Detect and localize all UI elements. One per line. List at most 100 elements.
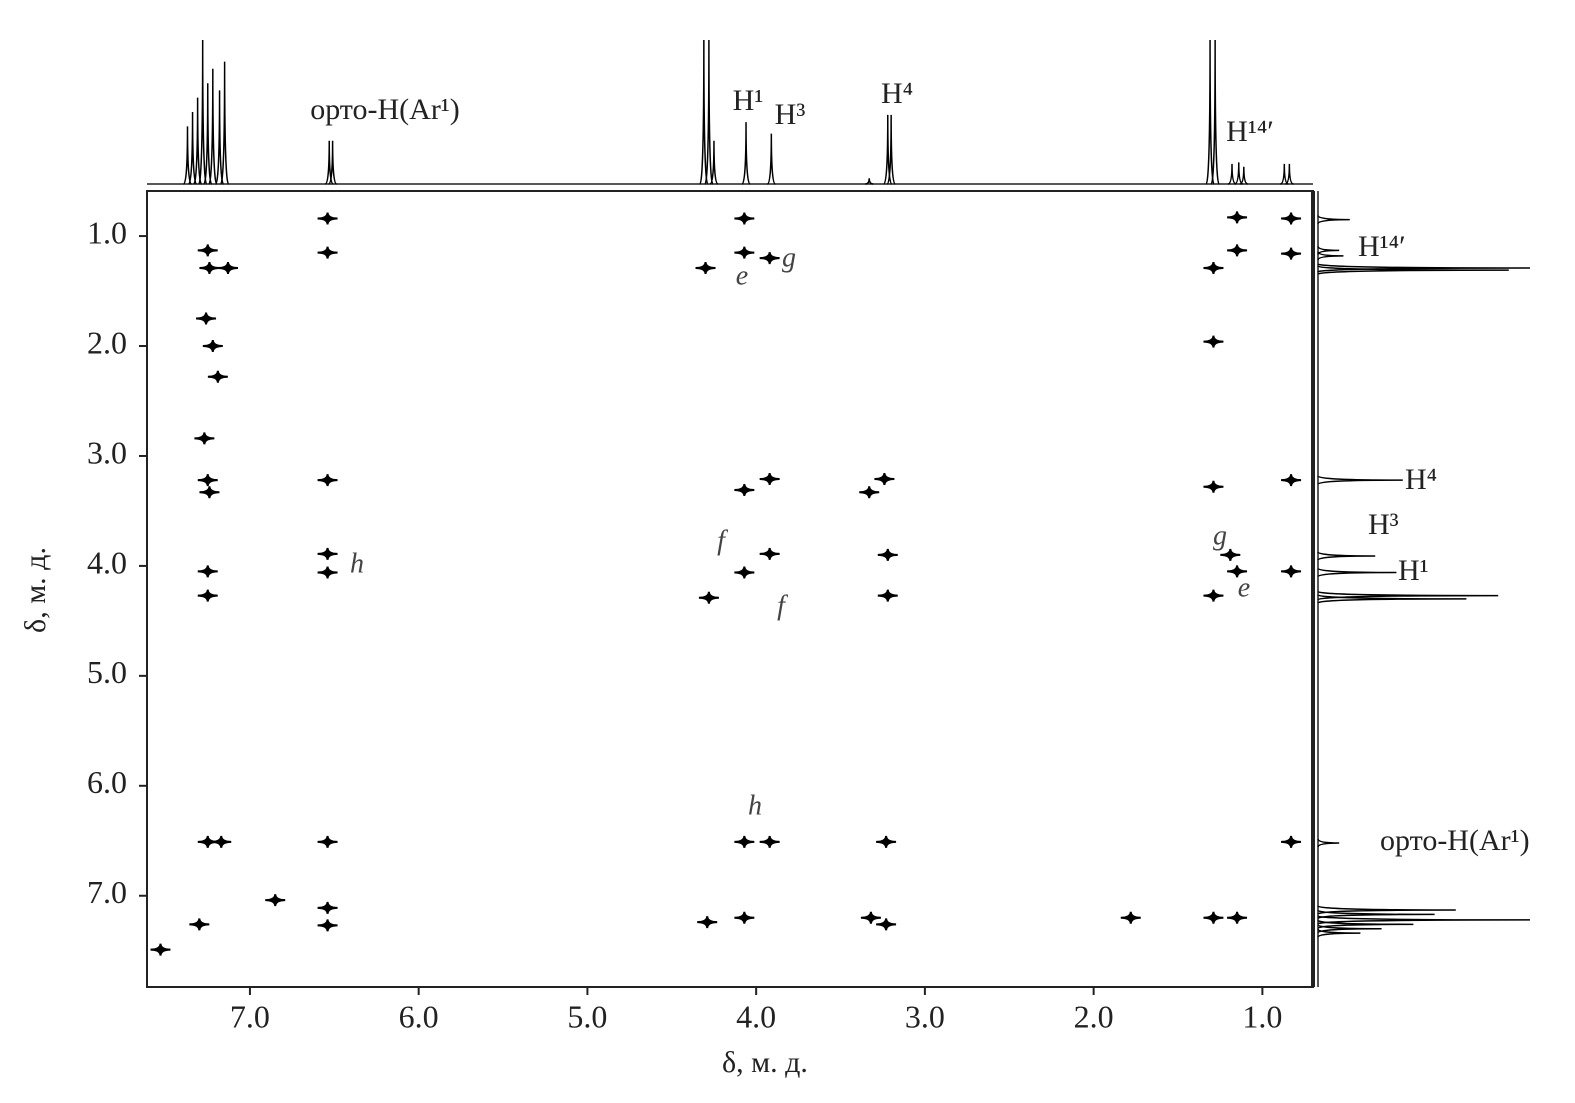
cross-peak	[1227, 244, 1248, 257]
cross-peak	[1281, 212, 1302, 225]
cross-peak	[759, 835, 780, 848]
cross-peak	[734, 566, 755, 579]
cross-peak	[317, 212, 338, 225]
peak-annotation: h	[748, 790, 762, 821]
peak-annotation: f	[777, 590, 788, 621]
top-spectrum-peak	[219, 61, 230, 185]
peak-annotation: g	[782, 242, 796, 273]
cross-peak	[197, 244, 218, 257]
x-tick-label: 5.0	[567, 998, 607, 1034]
side-peak-label: H³	[1368, 508, 1399, 541]
cross-peak	[199, 486, 220, 499]
cross-peak	[317, 246, 338, 259]
cross-peak	[1203, 911, 1224, 924]
cross-peak	[207, 370, 228, 383]
side-spectrum-peak	[1317, 246, 1340, 255]
side-spectrum-peak	[1317, 551, 1376, 561]
x-axis-label: δ, м. д.	[722, 1046, 808, 1079]
side-peak-label: H¹⁴′	[1358, 230, 1406, 263]
cross-peak	[211, 835, 232, 848]
y-tick-label: 1.0	[87, 214, 127, 250]
cross-peak	[1203, 589, 1224, 602]
cross-peak	[859, 486, 880, 499]
cross-peak	[217, 261, 239, 275]
side-spectrum-peak	[1317, 594, 1467, 604]
cross-peak	[1281, 247, 1302, 260]
peak-annotation: f	[717, 525, 728, 556]
side-spectrum-peak	[1317, 475, 1403, 485]
cross-peak	[734, 212, 755, 225]
top-spectrum-peak	[1239, 166, 1249, 185]
cross-peak	[1227, 911, 1248, 924]
y-tick-label: 3.0	[87, 434, 127, 470]
cross-peak	[734, 246, 755, 259]
cross-peak	[317, 919, 338, 932]
top-spectrum-peak	[208, 68, 218, 185]
cross-peak	[194, 432, 215, 445]
cross-peak	[317, 901, 338, 914]
top-spectrum-peak	[214, 90, 225, 185]
cross-peak	[876, 918, 897, 931]
cross-peak	[877, 548, 898, 562]
side-spectrum-peak	[1317, 263, 1531, 273]
x-tick-label: 7.0	[230, 998, 270, 1034]
cross-peak	[197, 474, 218, 487]
cross-peak	[199, 261, 220, 275]
peak-annotation: e	[736, 260, 748, 291]
cross-peak	[317, 566, 338, 579]
side-spectrum-peak	[1317, 928, 1361, 938]
cross-peak	[197, 565, 218, 578]
cross-peak	[734, 835, 755, 848]
cross-peak	[874, 472, 895, 486]
side-peak-label: H⁴	[1405, 463, 1437, 496]
x-tick-label: 1.0	[1242, 998, 1282, 1034]
cross-peak	[759, 547, 780, 560]
side-spectrum-peak	[1317, 915, 1531, 925]
y-tick-label: 7.0	[87, 874, 127, 910]
y-axis-label: δ, м. д.	[19, 547, 52, 633]
y-tick-label: 6.0	[87, 764, 127, 800]
peak-annotation: e	[1238, 572, 1250, 603]
side-spectrum-peak	[1317, 919, 1414, 930]
cross-peak	[317, 835, 338, 848]
cross-peak	[150, 943, 171, 956]
cross-peak	[697, 916, 718, 929]
top-peak-label: орто-H(Ar¹)	[310, 93, 460, 126]
cross-peak	[759, 472, 780, 486]
top-spectrum-peak	[1234, 162, 1243, 185]
top-spectrum-peak	[324, 140, 334, 185]
x-tick-label: 3.0	[905, 998, 945, 1034]
top-spectrum-peak	[182, 126, 193, 185]
top-spectrum-peak	[741, 122, 751, 185]
cross-peak	[317, 474, 338, 487]
cross-peak	[759, 251, 780, 265]
cross-peak	[698, 591, 719, 604]
cross-peak	[202, 339, 223, 353]
cross-peak	[317, 547, 338, 560]
side-spectrum-peak	[1317, 567, 1397, 578]
cross-peak	[1281, 474, 1302, 487]
cross-peak	[695, 261, 716, 275]
side-spectrum-peak	[1317, 215, 1350, 224]
cross-peak	[877, 589, 898, 602]
side-peak-label: орто-H(Ar¹)	[1380, 824, 1530, 857]
peak-annotation: h	[350, 548, 364, 579]
top-spectrum-peak	[1210, 39, 1220, 185]
cross-peak	[1281, 565, 1302, 578]
top-spectrum-peak	[1280, 163, 1289, 185]
cross-peak	[1203, 261, 1224, 275]
side-spectrum-peak	[1317, 251, 1344, 261]
cross-peak	[265, 894, 286, 907]
side-peak-label: H¹	[1398, 554, 1429, 587]
x-tick-label: 4.0	[736, 998, 776, 1034]
side-spectrum-peak	[1317, 838, 1340, 848]
cross-peak	[734, 483, 755, 497]
top-spectrum-peak	[187, 111, 198, 185]
top-spectrum-peak	[704, 39, 714, 185]
side-spectrum-peak	[1317, 905, 1456, 915]
top-spectrum-peak	[1205, 39, 1215, 185]
y-tick-label: 5.0	[87, 654, 127, 690]
cross-peak	[1203, 480, 1224, 493]
y-tick-label: 4.0	[87, 544, 127, 580]
